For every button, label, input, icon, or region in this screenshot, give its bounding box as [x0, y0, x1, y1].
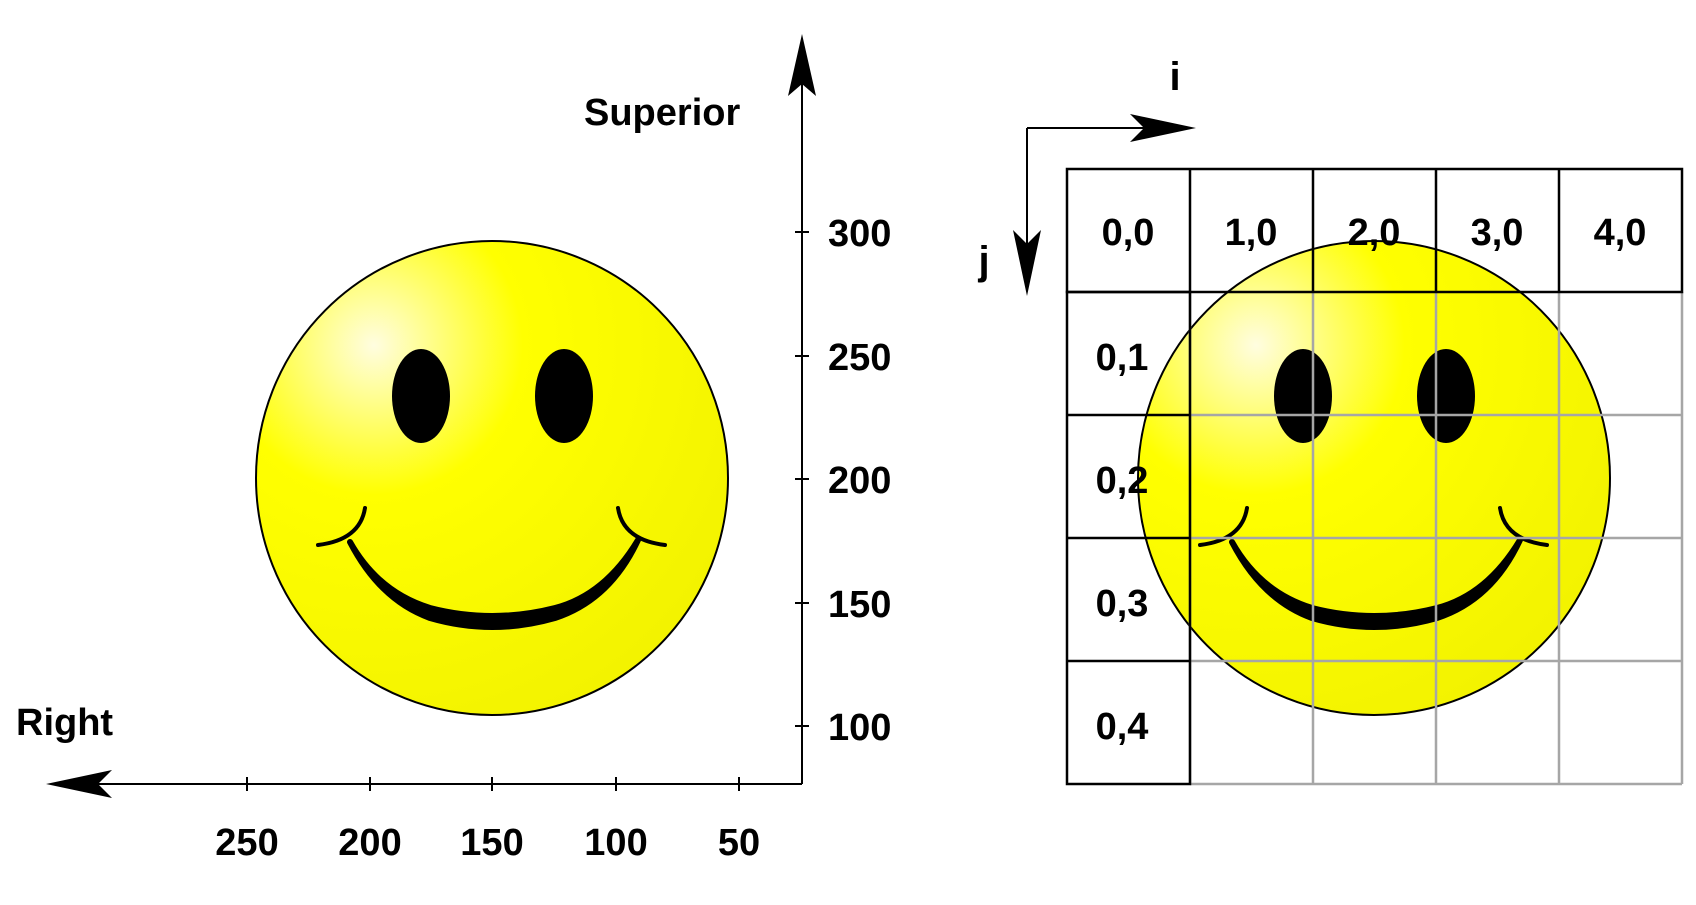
smile-left-dimple: [316, 506, 367, 547]
right-panel: 0,0 1,0 2,0 3,0 4,0 0,1 0,2 0,3 0,4 i j: [977, 55, 1684, 786]
horizontal-tick-label: 150: [460, 822, 523, 864]
superior-axis-label: Superior: [584, 92, 740, 134]
smile-right-dimple: [616, 506, 667, 547]
right-axis-label: Right: [16, 702, 113, 744]
horizontal-tick-label: 200: [338, 822, 401, 864]
smiley-face-icon: [255, 240, 729, 716]
vertical-tick-label: 250: [828, 337, 891, 379]
horizontal-axis: 250 200 150 100 50 Right: [16, 702, 802, 864]
index-axes: i j: [977, 55, 1196, 296]
cell-label: 2,0: [1348, 212, 1401, 254]
cell-labels: 0,0 1,0 2,0 3,0 4,0 0,1 0,2 0,3 0,4: [1096, 212, 1647, 748]
vertical-tick-label: 200: [828, 460, 891, 502]
j-axis-label: j: [977, 239, 989, 283]
smile-left-dimple: [1198, 506, 1249, 547]
vertical-axis: 300 250 200 150 100 Superior: [584, 34, 891, 784]
cell-label: 0,3: [1096, 583, 1149, 625]
left-eye: [1274, 349, 1332, 443]
right-arrow-icon: [1130, 114, 1196, 142]
smiley-face-icon: [1137, 240, 1611, 716]
horizontal-tick-label: 100: [584, 822, 647, 864]
cell-label: 0,4: [1096, 706, 1149, 748]
horizontal-tick-label: 250: [215, 822, 278, 864]
cell-label: 4,0: [1594, 212, 1647, 254]
left-panel: 300 250 200 150 100 Superior 250 200 150…: [16, 34, 891, 864]
right-eye: [1417, 349, 1475, 443]
down-arrow-icon: [1013, 230, 1041, 296]
cell-label: 3,0: [1471, 212, 1524, 254]
right-eye: [535, 349, 593, 443]
left-arrow-icon: [46, 770, 112, 798]
smile-mouth: [347, 537, 641, 630]
cell-label: 0,2: [1096, 460, 1149, 502]
cell-label: 1,0: [1225, 212, 1278, 254]
horizontal-tick-label: 50: [718, 822, 760, 864]
i-axis-label: i: [1169, 55, 1180, 99]
left-eye: [392, 349, 450, 443]
smile-right-dimple: [1498, 506, 1549, 547]
cell-label: 0,0: [1102, 212, 1155, 254]
up-arrow-icon: [788, 34, 816, 96]
index-cells: [1065, 167, 1684, 786]
cell-label: 0,1: [1096, 337, 1149, 379]
vertical-tick-label: 300: [828, 213, 891, 255]
vertical-tick-label: 100: [828, 707, 891, 749]
vertical-tick-label: 150: [828, 584, 891, 626]
